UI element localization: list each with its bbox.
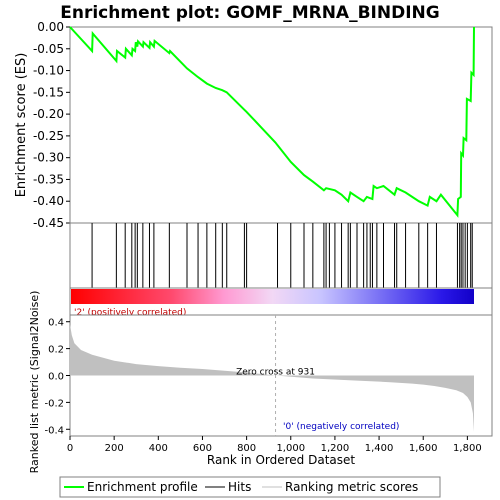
x-tick-label: 200 (105, 443, 124, 454)
rank-color-bar: '2' (positively correlated) (69, 287, 493, 318)
x-tick-label: 1,800 (453, 443, 482, 454)
es-y-tick-label: -0.35 (33, 172, 64, 186)
es-y-axis-label: Enrichment score (ES) (14, 53, 29, 198)
chart-title: Enrichment plot: GOMF_MRNA_BINDING (60, 3, 439, 23)
x-tick-label: 400 (149, 443, 168, 454)
es-y-tick-label: -0.20 (33, 107, 64, 121)
es-y-tick-label: -0.10 (33, 64, 64, 78)
metric-y-tick-label: -0.2 (44, 398, 64, 409)
legend: Enrichment profile Hits Ranking metric s… (59, 476, 441, 498)
es-y-tick-label: -0.30 (33, 151, 64, 165)
x-tick-label: 0 (67, 443, 73, 454)
hit-lines (91, 223, 473, 288)
metric-y-tick-label: 0.2 (48, 345, 64, 356)
enrichment-profile-line (69, 26, 475, 218)
x-axis-ticks: 0 200 400 600 800 1,000 1,200 1,400 1,600 1,800 (67, 436, 482, 454)
x-tick-label: 1,400 (365, 443, 394, 454)
metric-y-axis-label: Ranked list metric (Signal2Noise) (28, 291, 41, 474)
es-y-tick-label: -0.45 (33, 216, 64, 230)
negative-correlation-label: '0' (negatively correlated) (283, 422, 399, 432)
x-tick-label: 800 (237, 443, 256, 454)
es-y-tick-label: -0.25 (33, 129, 64, 143)
x-tick-label: 1,600 (409, 443, 438, 454)
es-y-tick-label: -0.05 (33, 42, 64, 56)
x-tick-label: 1,000 (276, 443, 305, 454)
metric-y-tick-label: 0.4 (48, 318, 64, 329)
zero-cross-label: Zero cross at 931 (236, 368, 315, 378)
positive-correlation-label: '2' (positively correlated) (74, 308, 186, 318)
es-y-tick-label: 0.00 (37, 20, 64, 34)
es-y-tick-label: -0.15 (33, 85, 64, 99)
ranking-metric-area (70, 324, 474, 432)
legend-box (59, 476, 441, 498)
es-y-tick-label: -0.40 (33, 194, 64, 208)
legend-label-ranking-metric: Ranking metric scores (285, 480, 418, 494)
x-axis-label: Rank in Ordered Dataset (207, 453, 355, 467)
x-tick-label: 600 (193, 443, 212, 454)
es-y-axis-ticks: 0.00 -0.05 -0.10 -0.15 -0.20 -0.25 -0.30 -0.35 -… (33, 20, 70, 230)
legend-label-hits: Hits (228, 480, 251, 494)
hits-panel (69, 222, 493, 289)
color-bar-gradient (71, 289, 474, 304)
es-plot-area (69, 26, 493, 224)
es-panel: 0.00 -0.05 -0.10 -0.15 -0.20 -0.25 -0.30 -0.35 -… (14, 20, 493, 230)
metric-y-tick-label: 0.0 (48, 372, 64, 383)
x-tick-label: 1,200 (321, 443, 350, 454)
legend-label-enrichment-profile: Enrichment profile (87, 480, 198, 494)
hits-plot-area (69, 222, 493, 289)
metric-y-tick-label: -0.4 (44, 425, 64, 436)
metric-panel: Zero cross at 931 '0' (negatively correl… (28, 291, 493, 474)
metric-y-axis-ticks: 0.4 0.2 0.0 -0.2 -0.4 (44, 318, 70, 436)
